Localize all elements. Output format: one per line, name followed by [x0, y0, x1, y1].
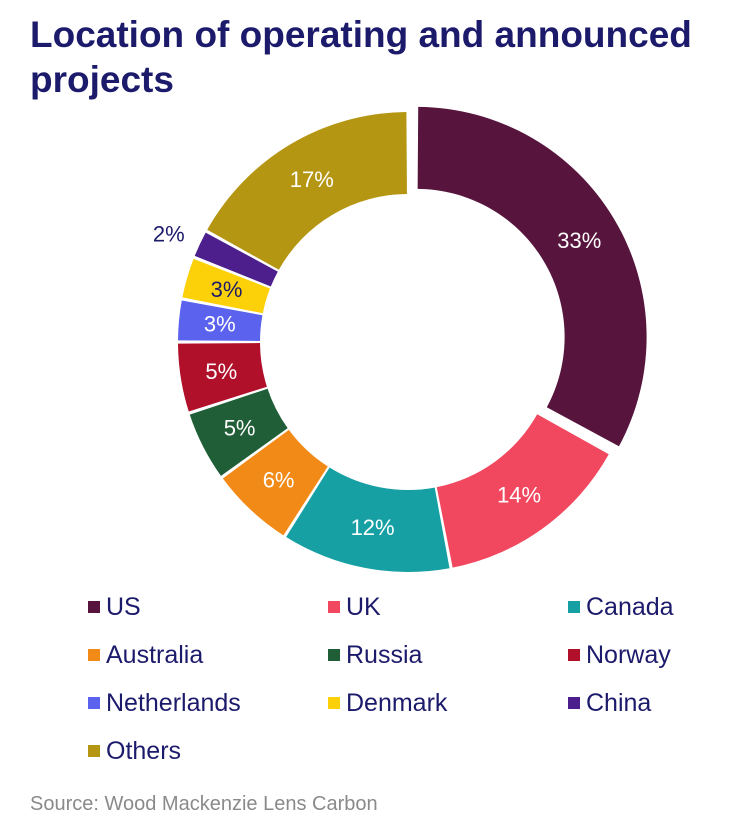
slice-label-canada: 12% — [351, 515, 395, 540]
slice-label-others: 17% — [290, 167, 334, 192]
legend-label: UK — [346, 592, 381, 621]
legend-item-australia: Australia — [88, 631, 328, 679]
legend-label: Norway — [586, 640, 671, 669]
slice-australia — [222, 429, 328, 536]
donut-slices — [178, 106, 647, 572]
legend-item-uk: UK — [328, 583, 568, 631]
legend-swatch — [568, 601, 580, 613]
legend-swatch — [328, 601, 340, 613]
legend-item-canada: Canada — [568, 583, 728, 631]
legend-label: Australia — [106, 640, 204, 669]
slice-label-russia: 5% — [224, 415, 256, 440]
legend-label: Others — [106, 736, 182, 765]
slice-label-us: 33% — [557, 228, 601, 253]
legend-swatch — [328, 649, 340, 661]
legend-item-others: Others — [88, 727, 328, 775]
slice-others — [207, 112, 407, 270]
legend-swatch — [568, 649, 580, 661]
chart-legend: US UK Canada Australia Russia Norway Netherlan… — [88, 583, 728, 775]
legend-swatch — [88, 601, 100, 613]
legend-label: Russia — [346, 640, 423, 669]
slice-label-netherlands: 3% — [204, 312, 236, 337]
legend-item-netherlands: Netherlands — [88, 679, 328, 727]
legend-item-denmark: Denmark — [328, 679, 568, 727]
slice-label-china: 2% — [153, 221, 185, 246]
slice-norway — [178, 343, 267, 412]
legend-swatch — [88, 697, 100, 709]
slice-canada — [286, 467, 450, 572]
legend-label: China — [586, 688, 652, 717]
slice-uk — [436, 414, 609, 568]
legend-swatch — [88, 745, 100, 757]
legend-label: Canada — [586, 592, 674, 621]
slice-us — [417, 106, 647, 447]
legend-label: US — [106, 592, 141, 621]
chart-title: Location of operating and announced proj… — [30, 14, 692, 100]
slice-label-australia: 6% — [263, 467, 295, 492]
legend-label: Netherlands — [106, 688, 241, 717]
legend-swatch — [568, 697, 580, 709]
legend-item-us: US — [88, 583, 328, 631]
slice-denmark — [182, 258, 271, 314]
legend-swatch — [328, 697, 340, 709]
donut-chart: 33% 14% 12% 6% 5% 5% 3% 3% 2% 17% — [153, 106, 647, 572]
legend-item-norway: Norway — [568, 631, 728, 679]
legend-item-russia: Russia — [328, 631, 568, 679]
legend-label: Denmark — [346, 688, 448, 717]
legend-swatch — [88, 649, 100, 661]
slice-labels: 33% 14% 12% 6% 5% 5% 3% 3% 2% 17% — [153, 167, 601, 540]
slice-china — [194, 232, 278, 287]
source-note: Source: Wood Mackenzie Lens Carbon — [30, 793, 378, 815]
slice-netherlands — [178, 300, 263, 341]
slice-russia — [189, 388, 288, 476]
slice-label-norway: 5% — [205, 359, 237, 384]
legend-item-china: China — [568, 679, 728, 727]
slice-label-denmark: 3% — [211, 277, 243, 302]
slice-label-uk: 14% — [497, 482, 541, 507]
